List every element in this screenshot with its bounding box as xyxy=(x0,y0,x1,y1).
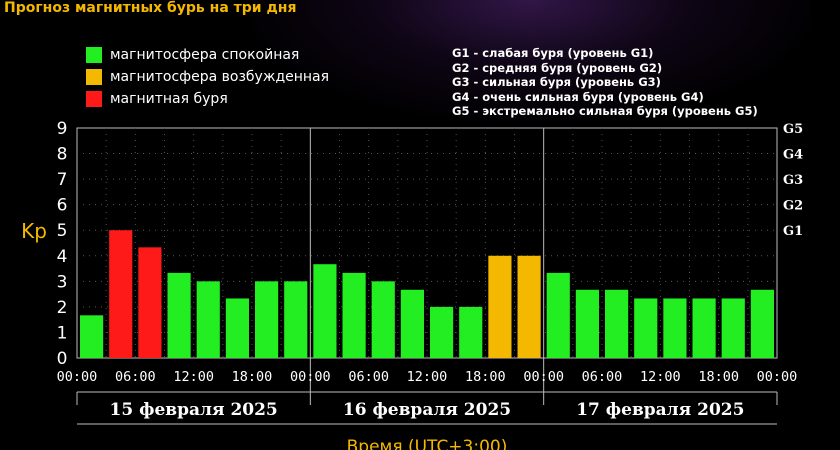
legend-label-calm: магнитосфера спокойная xyxy=(110,47,300,63)
x-tick-label: 00:00 xyxy=(757,369,798,385)
x-tick-label: 06:00 xyxy=(115,369,156,385)
kp-bar xyxy=(196,281,220,358)
legend-item-calm: магнитосфера спокойная xyxy=(86,44,329,66)
kp-bar xyxy=(575,289,599,358)
legend-label-storm: магнитная буря xyxy=(110,91,228,107)
y-tick-label: 4 xyxy=(57,247,68,267)
kp-bar xyxy=(225,298,249,358)
kp-bar xyxy=(109,230,133,358)
kp-bar xyxy=(459,306,483,358)
g-level-tick-label: G2 xyxy=(783,199,803,214)
g2-legend-text: G2 - средняя буря (уровень G2) xyxy=(452,60,663,75)
storm-level-legend: G1 - слабая буря (уровень G1) G2 - средн… xyxy=(452,46,758,119)
kp-bar xyxy=(750,289,774,358)
g4-legend-text: G4 - очень сильная буря (уровень G4) xyxy=(452,89,704,104)
x-tick-label: 00:00 xyxy=(57,369,98,385)
g3-legend-text: G3 - сильная буря (уровень G3) xyxy=(452,75,661,89)
x-tick-label: 18:00 xyxy=(698,369,739,385)
legend-label-active: магнитосфера возбужденная xyxy=(110,69,330,85)
legend-swatch-storm xyxy=(86,91,102,107)
x-tick-label: 00:00 xyxy=(290,369,331,385)
kp-bar xyxy=(430,306,454,358)
x-tick-label: 00:00 xyxy=(523,369,564,385)
y-tick-label: 3 xyxy=(57,272,68,292)
y-tick-label: 2 xyxy=(57,298,68,318)
kp-bar xyxy=(255,281,279,358)
x-tick-label: 12:00 xyxy=(173,369,214,385)
y-tick-label: 6 xyxy=(57,196,68,216)
kp-bar xyxy=(517,255,541,358)
kp-bar xyxy=(167,272,191,358)
x-tick-label: 12:00 xyxy=(640,369,681,385)
y-tick-label: 5 xyxy=(57,221,68,241)
page-title: Прогноз магнитных бурь на три дня xyxy=(4,0,297,16)
kp-bar xyxy=(488,255,512,358)
kp-bar xyxy=(400,289,424,358)
x-tick-label: 06:00 xyxy=(348,369,389,385)
x-tick-label: 18:00 xyxy=(465,369,506,385)
day-label: 17 февраля 2025 xyxy=(576,400,744,420)
kp-bar xyxy=(80,315,104,358)
kp-bar xyxy=(284,281,308,358)
y-tick-label: 1 xyxy=(57,323,68,343)
kp-bar xyxy=(546,272,570,358)
g-level-tick-label: G5 xyxy=(783,122,803,137)
x-tick-label: 12:00 xyxy=(407,369,448,385)
x-axis-label: Время (UTC+3:00) xyxy=(347,437,508,450)
status-legend: магнитосфера спокойная магнитосфера возб… xyxy=(86,44,329,110)
x-tick-label: 06:00 xyxy=(582,369,623,385)
kp-bar xyxy=(342,272,366,358)
kp-bar xyxy=(605,289,629,358)
g-level-tick-label: G4 xyxy=(783,148,803,163)
y-tick-label: 8 xyxy=(57,145,68,165)
legend-swatch-active xyxy=(86,69,102,85)
x-tick-label: 18:00 xyxy=(232,369,273,385)
day-label: 15 февраля 2025 xyxy=(110,400,278,420)
g5-legend-text: G5 - экстремально сильная буря (уровень … xyxy=(452,104,758,118)
g-level-tick-label: G1 xyxy=(783,224,803,239)
legend-swatch-calm xyxy=(86,47,102,63)
kp-bar xyxy=(663,298,687,358)
y-tick-label: 7 xyxy=(57,170,68,190)
kp-bar xyxy=(634,298,658,358)
y-axis-label: Kp xyxy=(21,219,47,243)
g-level-tick-label: G3 xyxy=(783,173,803,188)
kp-bar xyxy=(371,281,395,358)
y-tick-label: 0 xyxy=(57,349,68,369)
kp-bar xyxy=(138,247,162,358)
kp-bar xyxy=(721,298,745,358)
g1-legend-text: G1 - слабая буря (уровень G1) xyxy=(452,46,654,60)
legend-item-active: магнитосфера возбужденная xyxy=(86,66,329,88)
day-label: 16 февраля 2025 xyxy=(343,400,511,420)
y-tick-label: 9 xyxy=(57,119,68,139)
legend-item-storm: магнитная буря xyxy=(86,88,329,110)
kp-bar xyxy=(692,298,716,358)
kp-bar xyxy=(313,264,337,358)
